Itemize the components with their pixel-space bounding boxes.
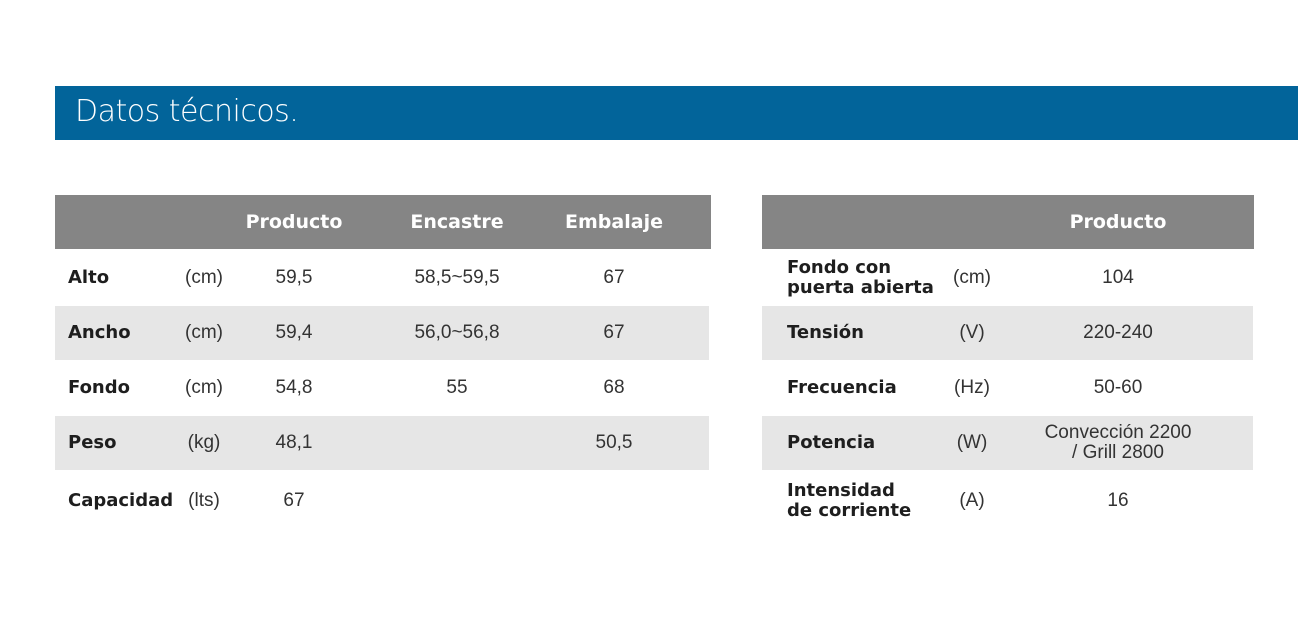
cell-producto: 220-240 (1083, 306, 1153, 360)
cell-producto: 54,8 (275, 377, 313, 398)
value-line: 50-60 (1093, 377, 1143, 398)
cell-embalaje: 67 (603, 322, 625, 343)
row-label: Fondo con puerta abierta (787, 250, 934, 305)
row-unit: (V) (959, 322, 985, 343)
row-label: Peso (68, 432, 117, 453)
row-label-line: puerta abierta (787, 276, 934, 298)
cell-producto: Convección 2200/ Grill 2800 (1045, 416, 1192, 470)
cell-encastre: 55 (446, 377, 468, 398)
cell-embalaje: 67 (603, 266, 625, 288)
value-line: Convección 2200 (1044, 422, 1192, 443)
table-row: Fondo (cm) 54,8 55 68 (55, 361, 709, 415)
table-row: Capacidad (lts) 67 (55, 471, 709, 530)
row-label: Frecuencia (787, 361, 897, 415)
title-banner: Datos técnicos. (55, 86, 1298, 140)
table-header: Producto (762, 195, 1254, 249)
row-label: Intensidad de corriente (787, 471, 911, 530)
cell-producto: 50-60 (1094, 361, 1143, 415)
row-label: Ancho (68, 322, 131, 343)
value-line: 220-240 (1083, 322, 1153, 343)
row-unit: (cm) (185, 266, 223, 288)
table-row: Potencia (W) Convección 2200/ Grill 2800 (762, 416, 1253, 470)
table-header: Producto Encastre Embalaje (55, 195, 711, 249)
value-line: 16 (1107, 489, 1129, 511)
table-row: Frecuencia (Hz) 50-60 (762, 361, 1253, 415)
header-producto: Producto (245, 211, 343, 233)
row-label: Alto (68, 266, 110, 288)
cell-encastre: 56,0~56,8 (414, 322, 500, 343)
cell-embalaje: 50,5 (595, 432, 633, 453)
row-label: Tensión (787, 306, 864, 360)
row-unit: (cm) (185, 322, 223, 343)
row-label-line: Tensión (787, 322, 864, 343)
table-row: Peso (kg) 48,1 50,5 (55, 416, 709, 470)
table-row: Tensión (V) 220-240 (762, 306, 1253, 360)
cell-producto: 104 (1102, 250, 1134, 305)
table-row: Ancho (cm) 59,4 56,0~56,8 67 (55, 306, 709, 360)
row-unit: (W) (956, 432, 988, 453)
row-label: Fondo (68, 377, 130, 398)
cell-producto: 59,5 (275, 266, 313, 288)
row-label-line: Intensidad (787, 479, 895, 501)
row-label-line: de corriente (787, 499, 912, 521)
row-unit: (kg) (187, 432, 221, 453)
cell-encastre: 58,5~59,5 (414, 266, 500, 288)
cell-producto: 59,4 (275, 322, 313, 343)
table-row: Alto (cm) 59,5 58,5~59,5 67 (55, 250, 709, 305)
header-embalaje: Embalaje (565, 211, 663, 233)
row-unit: (A) (959, 489, 985, 511)
cell-producto: 48,1 (275, 432, 313, 453)
header-encastre: Encastre (410, 211, 504, 233)
cell-producto: 67 (283, 489, 305, 511)
row-unit: (cm) (953, 266, 991, 288)
value-line: / Grill 2800 (1072, 442, 1164, 463)
table-row: Intensidad de corriente (A) 16 (762, 471, 1253, 530)
row-unit: (Hz) (954, 377, 990, 398)
cell-producto: 16 (1107, 471, 1128, 530)
header-producto: Producto (1069, 211, 1167, 233)
row-label-line: Fondo con (787, 256, 892, 278)
row-label: Potencia (787, 416, 875, 470)
row-label-line: Potencia (787, 432, 876, 453)
row-unit: (lts) (188, 489, 220, 511)
row-label-line: Frecuencia (787, 377, 897, 398)
value-line: 104 (1102, 266, 1134, 288)
page-title: Datos técnicos. (75, 94, 299, 129)
row-unit: (cm) (185, 377, 223, 398)
cell-embalaje: 68 (603, 377, 625, 398)
table-row: Fondo con puerta abierta (cm) 104 (762, 250, 1253, 305)
row-label: Capacidad (68, 489, 174, 511)
